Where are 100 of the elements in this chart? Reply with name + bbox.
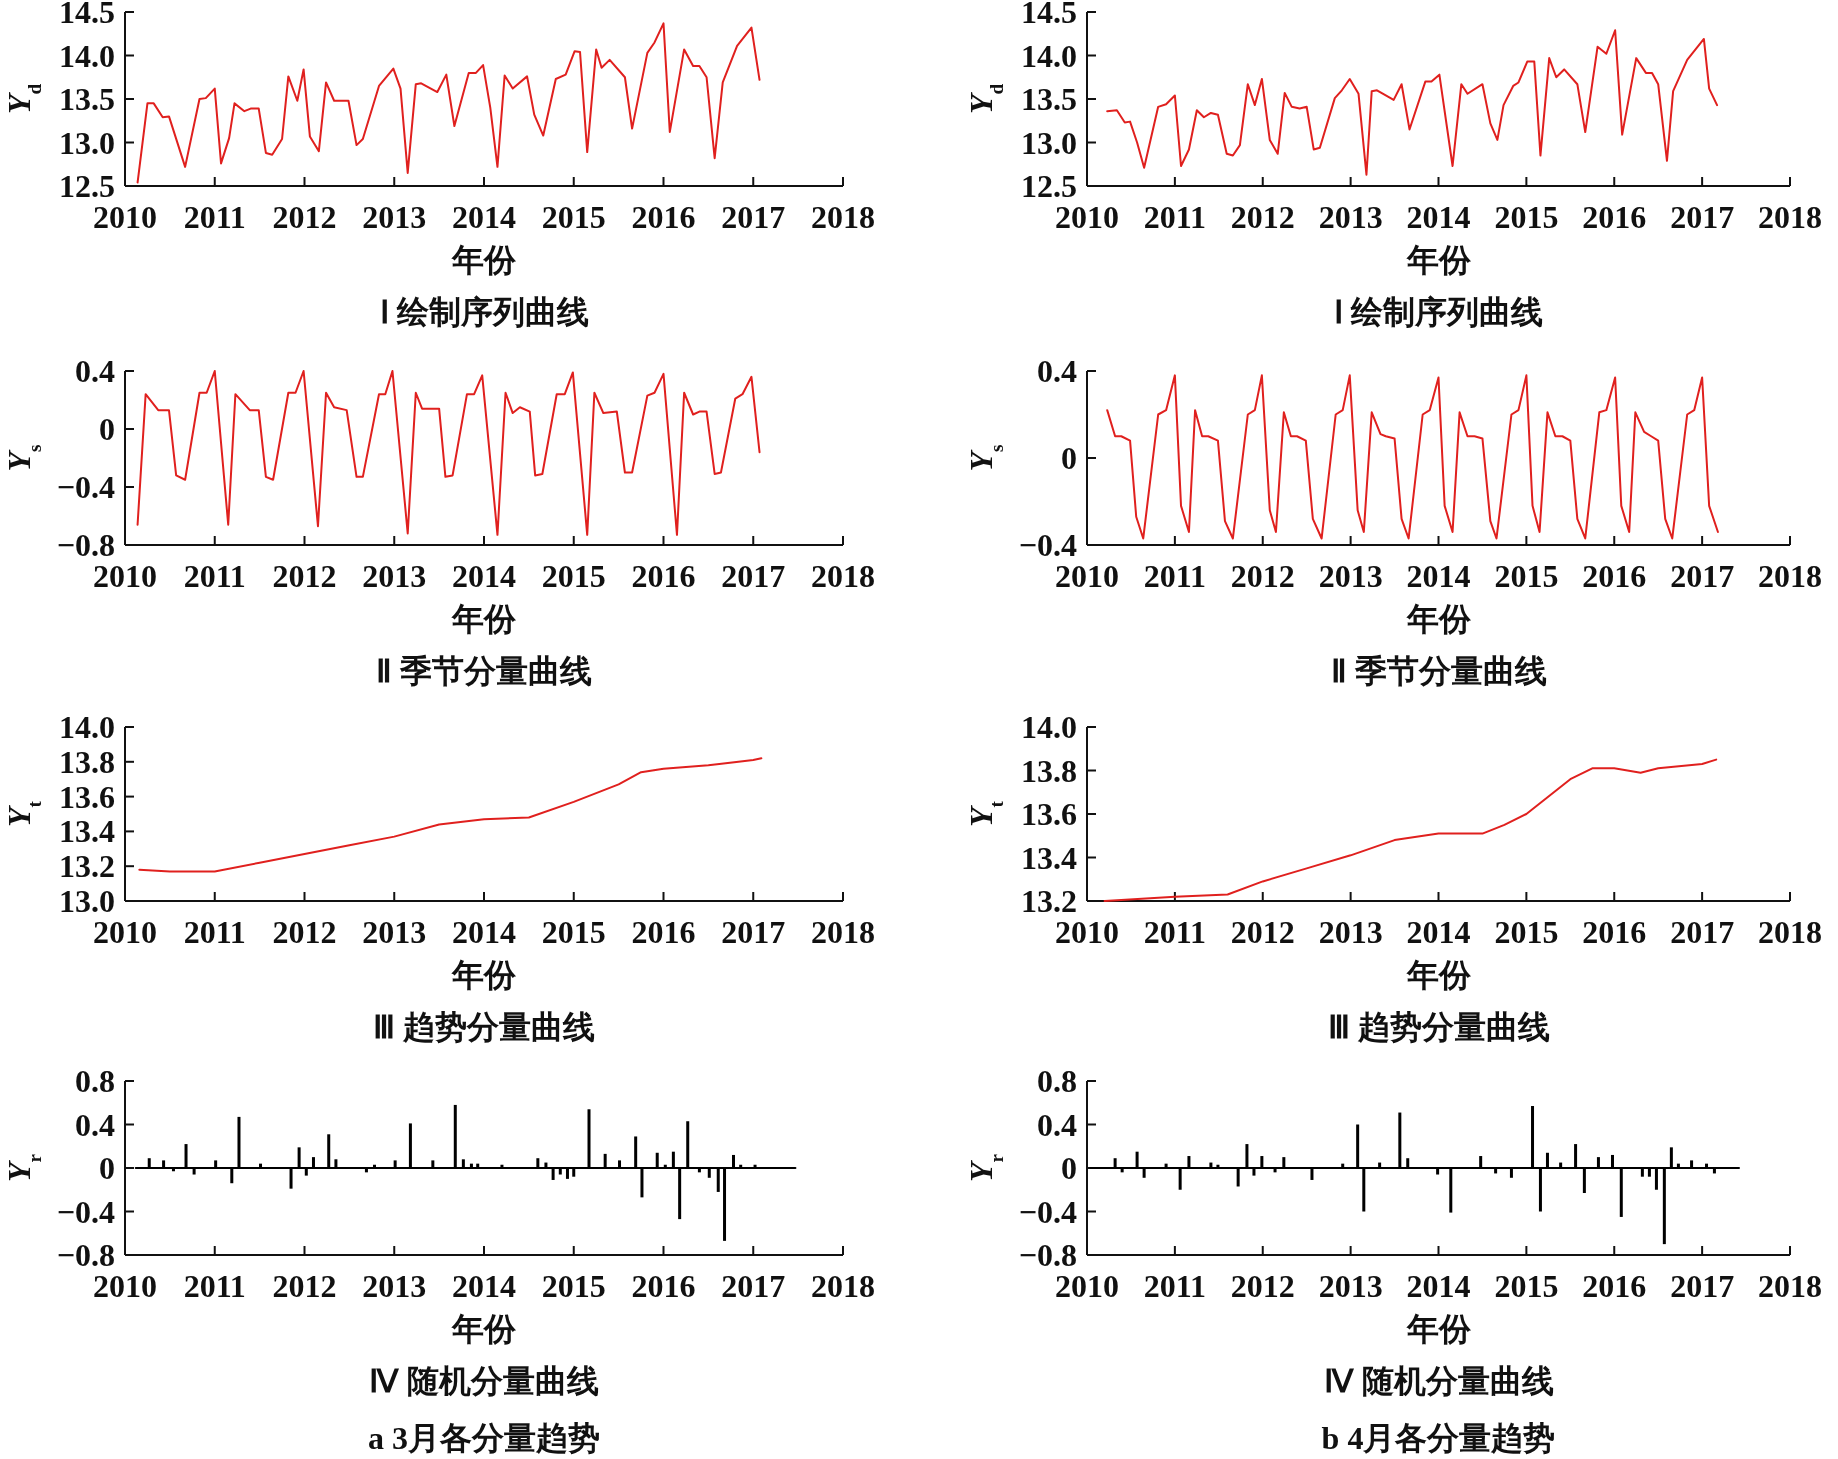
x-tick-label: 2011: [183, 1268, 246, 1304]
x-tick-label: 2018: [1758, 914, 1822, 950]
y-tick-label: 14.5: [59, 0, 115, 30]
text: Ⅳ 随机分量曲线: [369, 1363, 599, 1399]
x-tick-label: 2012: [272, 914, 337, 950]
x-tick-label: 2013: [362, 199, 427, 235]
x-tick-label: 2017: [721, 558, 786, 594]
x-tick-label: 2011: [183, 199, 246, 235]
x-tick-label: 2014: [1406, 914, 1471, 950]
y-tick-label: 13.6: [59, 778, 115, 815]
y-tick-label: 0: [99, 411, 115, 447]
x-tick-label: 2017: [1670, 914, 1735, 950]
text: Ⅰ 绘制序列曲线: [1334, 294, 1543, 330]
y-tick-label: 13.5: [59, 81, 115, 117]
x-tick-label: 2014: [1406, 1268, 1471, 1304]
x-tick-label: 2017: [721, 199, 786, 235]
x-tick-label: 2013: [362, 1268, 427, 1304]
x-tick-label: 2015: [541, 199, 606, 235]
x-tick-label: 2017: [721, 1268, 786, 1304]
y-tick-label: 0.4: [75, 1106, 115, 1143]
y-tick-label: 14.0: [1021, 709, 1077, 745]
x-axis-title: 年份: [451, 1311, 517, 1347]
x-tick-label: 2013: [1318, 199, 1383, 235]
x-tick-label: 2017: [1670, 558, 1735, 594]
y-tick-label: 14.0: [1021, 37, 1077, 74]
y-tick-label: 13.2: [59, 848, 115, 885]
x-tick-label: 2015: [541, 1268, 606, 1304]
x-axis-title: 年份: [1405, 601, 1472, 637]
x-tick-label: 2011: [1143, 558, 1206, 594]
y-tick-label: 0.8: [75, 1063, 115, 1099]
x-tick-label: 2017: [1670, 199, 1735, 235]
x-tick-label: 2014: [452, 1268, 516, 1304]
x-tick-label: 2012: [1230, 914, 1295, 950]
x-tick-label: 2015: [1494, 1268, 1559, 1304]
y-tick-label: −0.4: [56, 1193, 115, 1230]
x-tick-label: 2015: [541, 914, 606, 950]
x-tick-label: 2012: [1230, 558, 1295, 594]
y-tick-label: 13.0: [59, 124, 115, 161]
x-tick-label: 2016: [631, 199, 696, 235]
x-tick-label: 2011: [1143, 1268, 1206, 1304]
y-tick-label: 13.5: [1021, 81, 1077, 117]
x-tick-label: 2012: [1230, 199, 1295, 235]
y-tick-label: 14.5: [1021, 0, 1077, 30]
y-tick-label: 13.0: [1021, 124, 1077, 161]
y-tick-label: 13.8: [59, 743, 115, 780]
x-tick-label: 2016: [1582, 1268, 1647, 1304]
x-axis-title: 年份: [1405, 957, 1472, 993]
x-axis-title: 年份: [1405, 242, 1472, 278]
y-tick-label: 0.4: [75, 353, 115, 389]
x-tick-label: 2018: [811, 558, 875, 594]
x-axis-title: 年份: [451, 242, 517, 278]
x-tick-label: 2011: [1143, 199, 1206, 235]
x-tick-label: 2014: [452, 914, 516, 950]
x-tick-label: 2018: [811, 914, 875, 950]
x-tick-label: 2014: [452, 199, 516, 235]
x-tick-label: 2017: [721, 914, 786, 950]
y-tick-label: 0: [99, 1150, 115, 1186]
x-tick-label: 2016: [1582, 199, 1647, 235]
y-tick-label: −0.4: [56, 469, 115, 505]
x-tick-label: 2013: [1318, 1268, 1383, 1304]
x-tick-label: 2017: [1670, 1268, 1735, 1304]
x-tick-label: 2015: [1494, 199, 1559, 235]
x-tick-label: 2012: [272, 1268, 337, 1304]
x-tick-label: 2018: [811, 199, 875, 235]
text: Ⅲ 趋势分量曲线: [373, 1009, 595, 1045]
x-tick-label: 2018: [811, 1268, 875, 1304]
x-tick-label: 2012: [1230, 1268, 1295, 1304]
x-tick-label: 2014: [1406, 199, 1471, 235]
y-tick-label: 0.8: [1037, 1063, 1077, 1099]
y-tick-label: 14.0: [59, 37, 115, 74]
x-tick-label: 2018: [1758, 558, 1822, 594]
x-tick-label: 2013: [1318, 558, 1383, 594]
x-axis-title: 年份: [1405, 1311, 1472, 1347]
y-tick-label: 13.6: [1021, 796, 1077, 832]
x-tick-label: 2016: [631, 914, 696, 950]
text: Ⅰ 绘制序列曲线: [379, 294, 589, 330]
x-tick-label: 2011: [183, 558, 246, 594]
x-tick-label: 2014: [1406, 558, 1471, 594]
x-tick-label: 2013: [362, 558, 427, 594]
x-tick-label: 2014: [452, 558, 516, 594]
y-tick-label: −0.4: [1018, 1193, 1077, 1230]
x-axis-title: 年份: [451, 957, 517, 993]
x-tick-label: 2016: [1582, 558, 1647, 594]
text: a 3月各分量趋势: [368, 1420, 600, 1456]
x-tick-label: 2018: [1758, 1268, 1822, 1304]
x-tick-label: 2012: [272, 558, 337, 594]
x-tick-label: 2016: [1582, 914, 1647, 950]
x-tick-label: 2015: [1494, 558, 1559, 594]
x-tick-label: 2013: [1318, 914, 1383, 950]
y-tick-label: 13.8: [1021, 752, 1077, 789]
x-tick-label: 2011: [1143, 914, 1206, 950]
x-tick-label: 2015: [1494, 914, 1559, 950]
y-tick-label: 13.4: [59, 813, 115, 850]
text: Ⅳ 随机分量曲线: [1323, 1363, 1554, 1399]
x-axis-title: 年份: [451, 601, 517, 637]
y-tick-label: 0: [1061, 1150, 1077, 1186]
x-tick-label: 2018: [1758, 199, 1822, 235]
x-tick-label: 2015: [541, 558, 606, 594]
y-tick-label: 14.0: [59, 709, 115, 745]
x-tick-label: 2013: [362, 914, 427, 950]
